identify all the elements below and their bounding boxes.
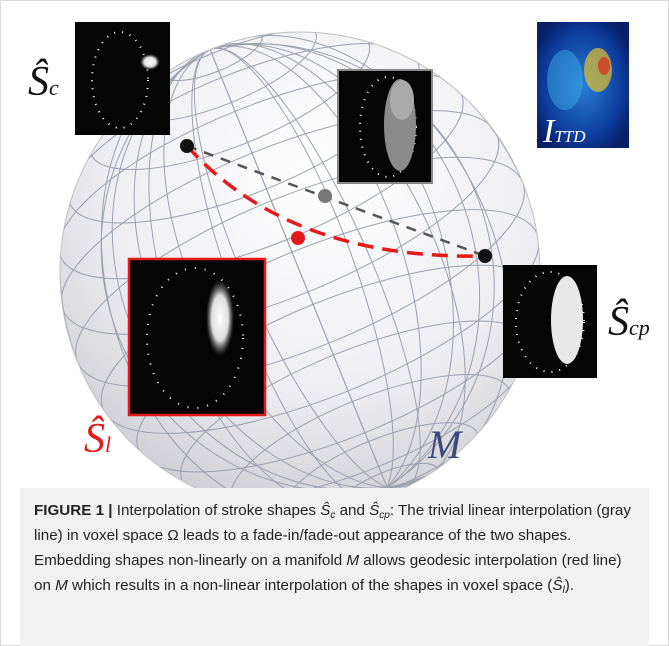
caption-text: and [335,502,369,519]
label-sc: Ŝc [28,58,59,105]
endpoint [478,249,492,263]
caption-math: M [55,577,68,594]
caption-math: M [346,552,359,569]
caption-math: Ŝ [320,502,330,519]
label-manifold: M [427,422,464,467]
caption-text: which results in a non-linear interpolat… [68,577,553,594]
label-symbol: Ŝ [28,58,49,105]
geodesic-midpoint [291,231,305,245]
image-middle [338,70,432,183]
label-subscript: l [105,432,111,457]
label-symbol: Ŝ [608,298,629,345]
image-sl [129,259,265,415]
label-scp: Ŝcp [608,298,650,345]
figure: Ŝc Ŝcp Ŝl M ITTD [0,0,669,488]
image-sc [75,22,170,135]
label-sl: Ŝl [84,415,111,462]
caption-text: Interpolation of stroke shapes [113,502,321,519]
caption-text: ). [565,577,574,594]
label-symbol: Ŝ [84,415,105,462]
linear-midpoint [318,189,332,203]
caption-subscript: cp [379,510,390,521]
page: Ŝc Ŝcp Ŝl M ITTD FIGURE 1 | Interpolatio… [0,0,669,646]
caption-math: Ŝ [369,502,379,519]
caption: FIGURE 1 | Interpolation of stroke shape… [20,488,649,646]
label-subscript: cp [629,315,650,340]
caption-label: FIGURE 1 | [34,502,113,519]
endpoint [180,139,194,153]
label-subscript: TTD [554,127,586,146]
caption-math: Ŝ [552,577,562,594]
image-scp [503,265,597,378]
label-subscript: c [49,75,59,100]
